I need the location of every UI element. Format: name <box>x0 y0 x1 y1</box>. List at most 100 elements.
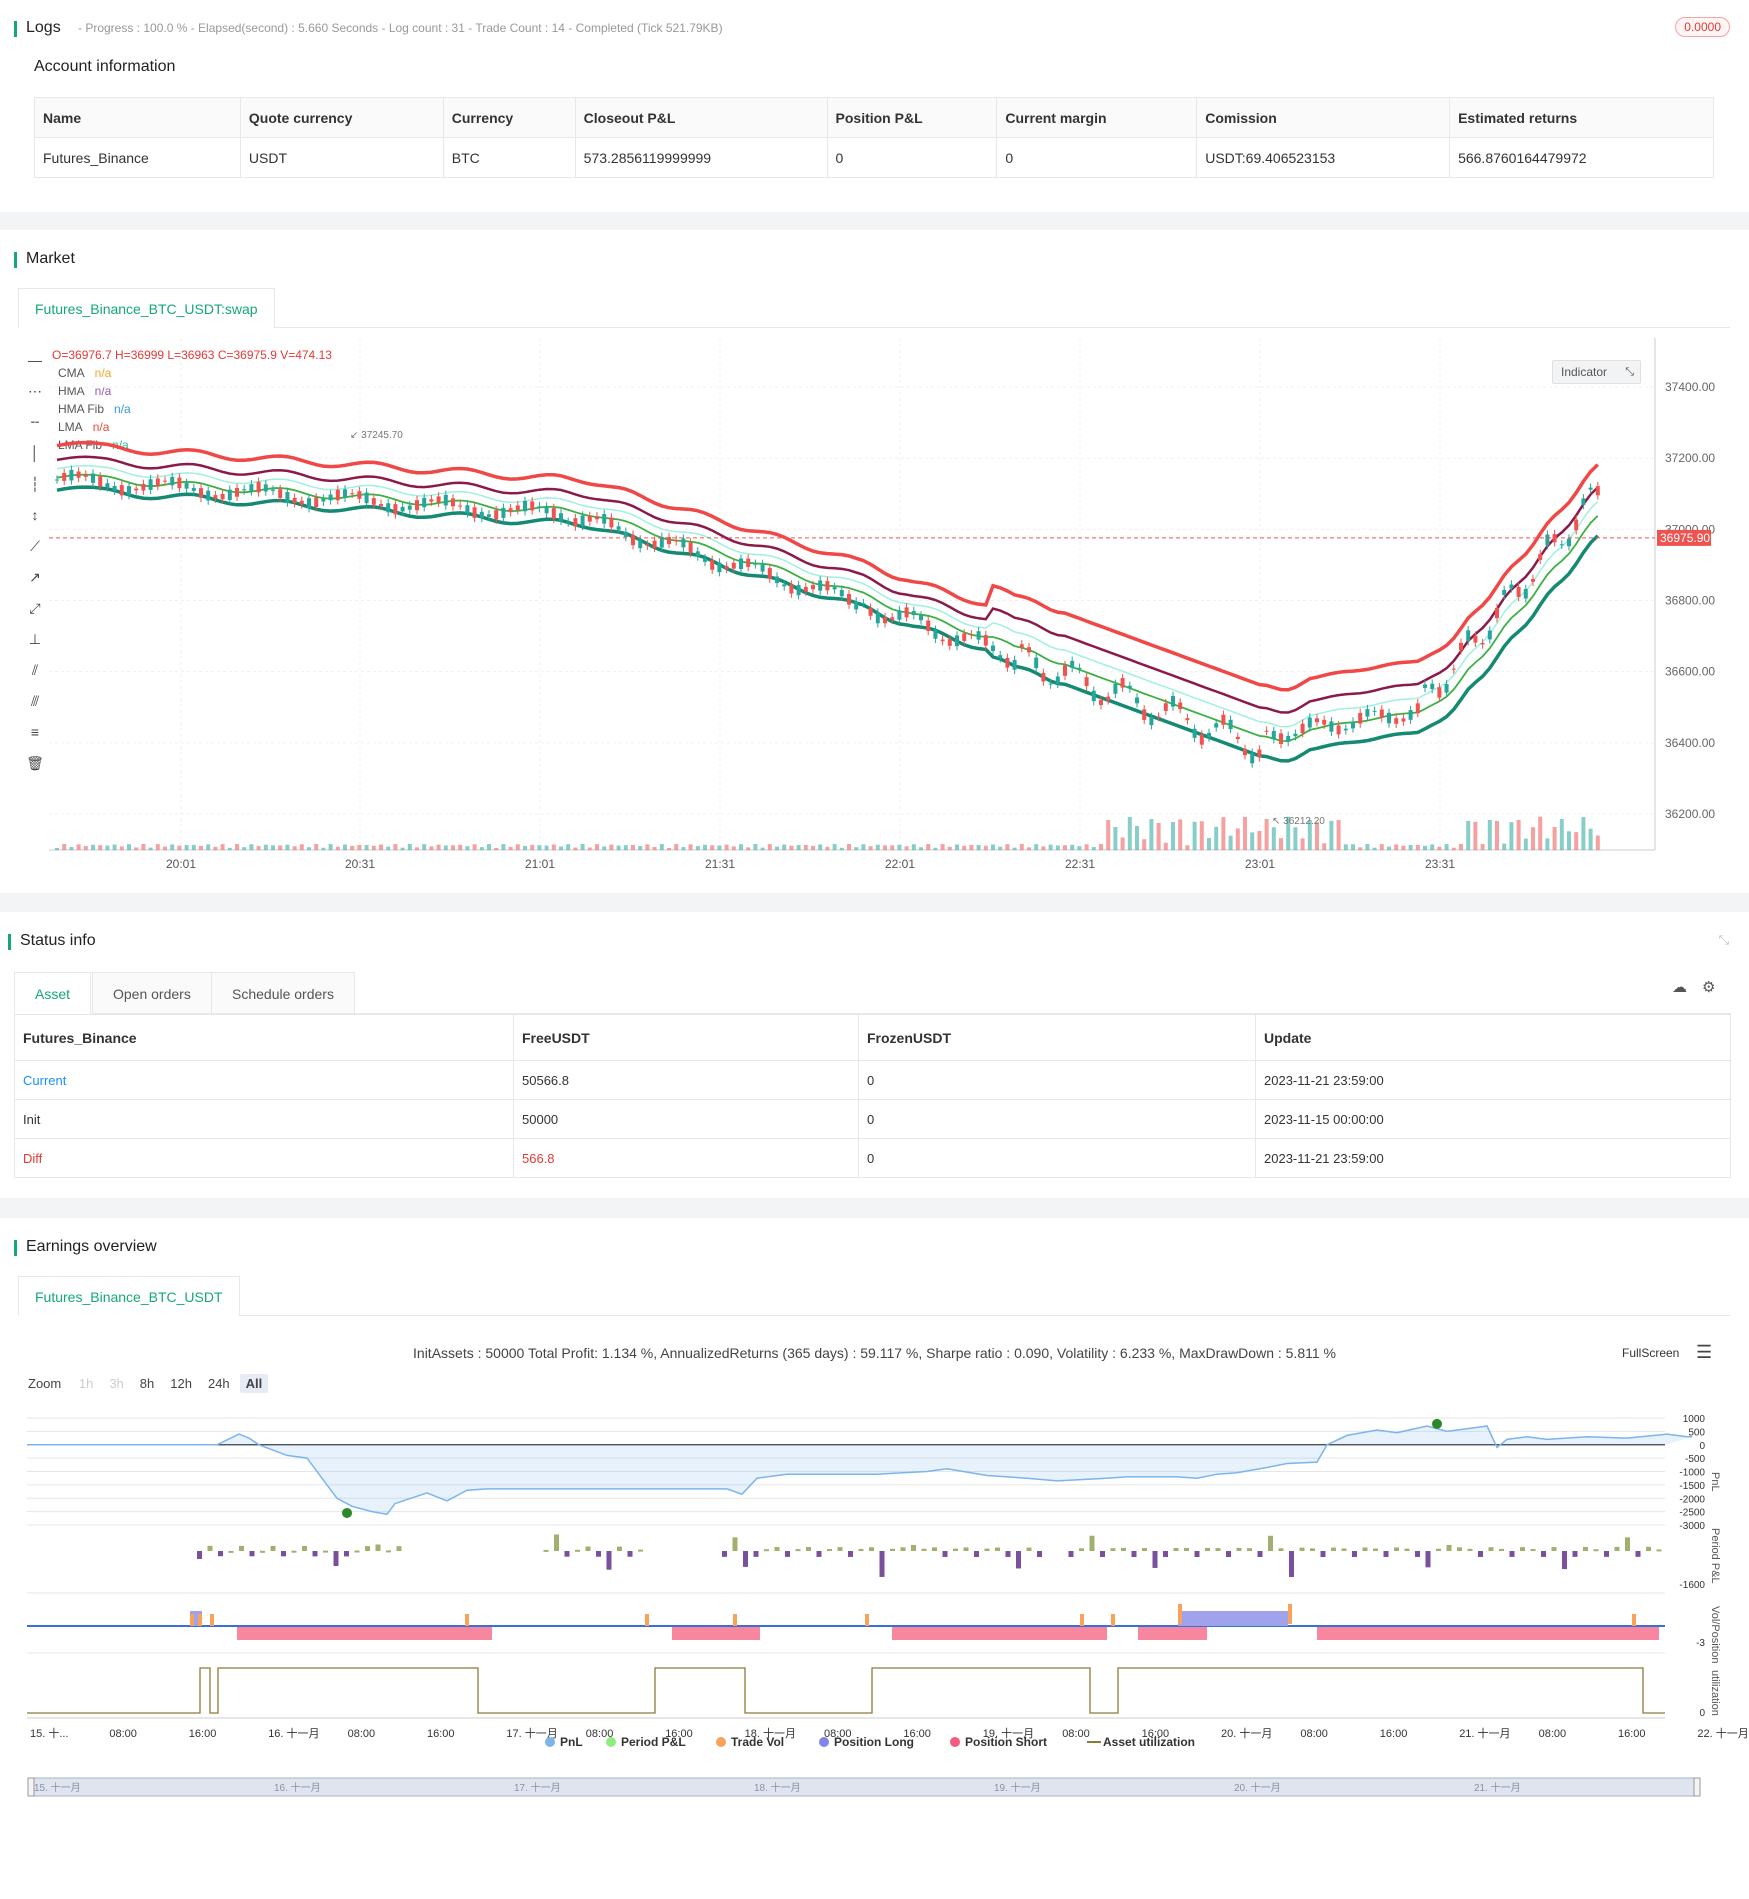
zoom-button-All[interactable]: All <box>239 1374 269 1393</box>
period-pnl-bar <box>1362 1547 1368 1551</box>
vertical-line-icon[interactable]: │ <box>30 445 40 461</box>
zoom-button-1h[interactable]: 1h <box>78 1376 94 1391</box>
horizontal-ray-icon[interactable]: ⋯ <box>28 382 42 399</box>
candle-body <box>1523 588 1528 599</box>
volume-bar <box>155 844 160 850</box>
candle-body <box>278 489 283 498</box>
download-icon[interactable]: ☁ <box>1672 979 1687 996</box>
candle-body <box>1358 712 1363 724</box>
status-cell: 566.8 <box>513 1138 859 1178</box>
period-pnl-bar <box>1415 1551 1420 1557</box>
candle-body <box>1077 667 1082 670</box>
legend-item-lma-fib[interactable]: LMA Fib n/a <box>58 438 129 452</box>
account-column-header: Position P&L <box>826 97 998 138</box>
price-range-icon[interactable]: ⊥ <box>28 630 42 647</box>
period-pnl-bar <box>1068 1551 1074 1557</box>
utilization-line <box>27 1667 1665 1714</box>
volume-bar <box>767 844 772 850</box>
legend-swatch <box>819 1737 829 1747</box>
volume-bar <box>487 844 491 850</box>
earnings-symbol-tab[interactable]: Futures_Binance_BTC_USDT <box>18 1276 240 1316</box>
time-tick-label: 16:00 <box>1142 1728 1170 1740</box>
indicator-button[interactable]: Indicator ⤡ <box>1552 360 1641 384</box>
volume-bar <box>76 844 81 850</box>
candle-body <box>775 576 779 584</box>
candle-body <box>717 562 722 573</box>
candle-body <box>451 498 455 507</box>
volume-bar <box>1149 819 1154 850</box>
volume-bar <box>256 846 261 850</box>
candle-body <box>1055 676 1060 684</box>
candle-body <box>1279 733 1283 744</box>
candle-body <box>357 491 362 499</box>
volume-bar <box>1502 843 1507 850</box>
time-tick-label: 08:00 <box>1062 1728 1090 1740</box>
fullscreen-button[interactable]: FullScreen <box>1622 1346 1679 1360</box>
trend-line-icon[interactable]: ⟋ <box>30 537 40 554</box>
market-symbol-tab[interactable]: Futures_Binance_BTC_USDT:swap <box>18 288 275 328</box>
volume-bar <box>443 845 448 850</box>
candle-body <box>1300 723 1305 734</box>
legend-item-hma[interactable]: HMA n/a <box>58 384 111 398</box>
candle-body <box>1343 728 1348 731</box>
vertical-segment-icon[interactable]: ┆ <box>30 475 40 492</box>
zoom-button-3h[interactable]: 3h <box>109 1376 124 1391</box>
volume-bar <box>235 844 239 850</box>
delete-drawings-icon[interactable]: 🗑 <box>26 754 44 771</box>
extended-line-icon[interactable]: ⤢ <box>29 599 41 616</box>
volume-bar <box>191 844 196 850</box>
zoom-button-24h[interactable]: 24h <box>207 1376 230 1391</box>
fib-retracement-icon[interactable]: ≡ <box>30 724 40 740</box>
trade-vol-bar <box>210 1614 214 1626</box>
volume-bar <box>731 846 736 850</box>
volume-bar <box>825 846 830 850</box>
period-pnl-bar <box>1026 1547 1032 1551</box>
period-pnl-bar <box>575 1549 580 1552</box>
logs-status-line: - Progress : 100.0 % - Elapsed(second) :… <box>78 21 723 35</box>
parallel-channel-icon[interactable]: ⫽ <box>31 661 39 678</box>
tab-asset[interactable]: Asset <box>14 972 92 1014</box>
zoom-button-8h[interactable]: 8h <box>139 1376 155 1391</box>
earnings-title: Earnings overview <box>14 1238 157 1256</box>
period-pnl-bar <box>1352 1551 1357 1557</box>
zoom-button-12h[interactable]: 12h <box>170 1376 192 1391</box>
candle-body <box>292 497 297 504</box>
candle-body <box>119 485 124 496</box>
volume-bar <box>976 845 981 850</box>
vertical-ray-icon[interactable]: ↕ <box>31 507 39 523</box>
collapse-icon[interactable]: ⤡ <box>1718 932 1729 947</box>
candle-body <box>998 655 1003 659</box>
volume-bar <box>479 847 484 850</box>
tab-schedule-orders[interactable]: Schedule orders <box>211 972 355 1014</box>
horizontal-line-icon[interactable]: — <box>28 352 42 368</box>
period-pnl-bar <box>344 1551 349 1557</box>
candle-body <box>206 490 211 501</box>
account-column-header: Estimated returns <box>1449 97 1714 138</box>
lma-lower-line <box>56 485 1600 763</box>
candle-body <box>1228 719 1233 730</box>
volume-bar <box>796 845 801 850</box>
candle-body <box>199 488 203 498</box>
candle-body <box>55 479 59 481</box>
settings-icon[interactable]: ⚙ <box>1702 979 1716 996</box>
volume-bar <box>1415 844 1420 850</box>
menu-icon[interactable]: ☰ <box>1696 1342 1713 1362</box>
tab-open-orders[interactable]: Open orders <box>92 972 212 1014</box>
price-chart[interactable]: 37400.00 37200.00 37000.00 36800.00 36600.00… <box>0 230 1749 893</box>
earnings-chart[interactable]: 1000 500 0 -500 -1000 -1500 -2000 -2500 -3000 PnL… <box>0 1218 1749 1899</box>
fib-channel-icon[interactable]: ⫻ <box>30 692 40 709</box>
lma-upper-line <box>56 440 1600 692</box>
logs-panel: Logs - Progress : 100.0 % - Elapsed(seco… <box>0 0 1749 212</box>
dashed-line-icon[interactable]: ╌ <box>30 413 40 430</box>
candle-body <box>1466 630 1471 641</box>
account-column-header: Current margin <box>996 97 1198 138</box>
navigator-handle-right <box>1693 1777 1701 1797</box>
legend-item-cma[interactable]: CMA n/a <box>58 366 111 380</box>
legend-item-hma-fib[interactable]: HMA Fib n/a <box>58 402 131 416</box>
trade-vol-bar <box>733 1614 737 1626</box>
legend-item-lma[interactable]: LMA n/a <box>58 420 109 434</box>
candle-body <box>544 506 549 514</box>
last-price-label: 36975.90 <box>1660 531 1710 545</box>
candle-body <box>688 542 693 553</box>
ray-line-icon[interactable]: ↗ <box>29 568 41 585</box>
